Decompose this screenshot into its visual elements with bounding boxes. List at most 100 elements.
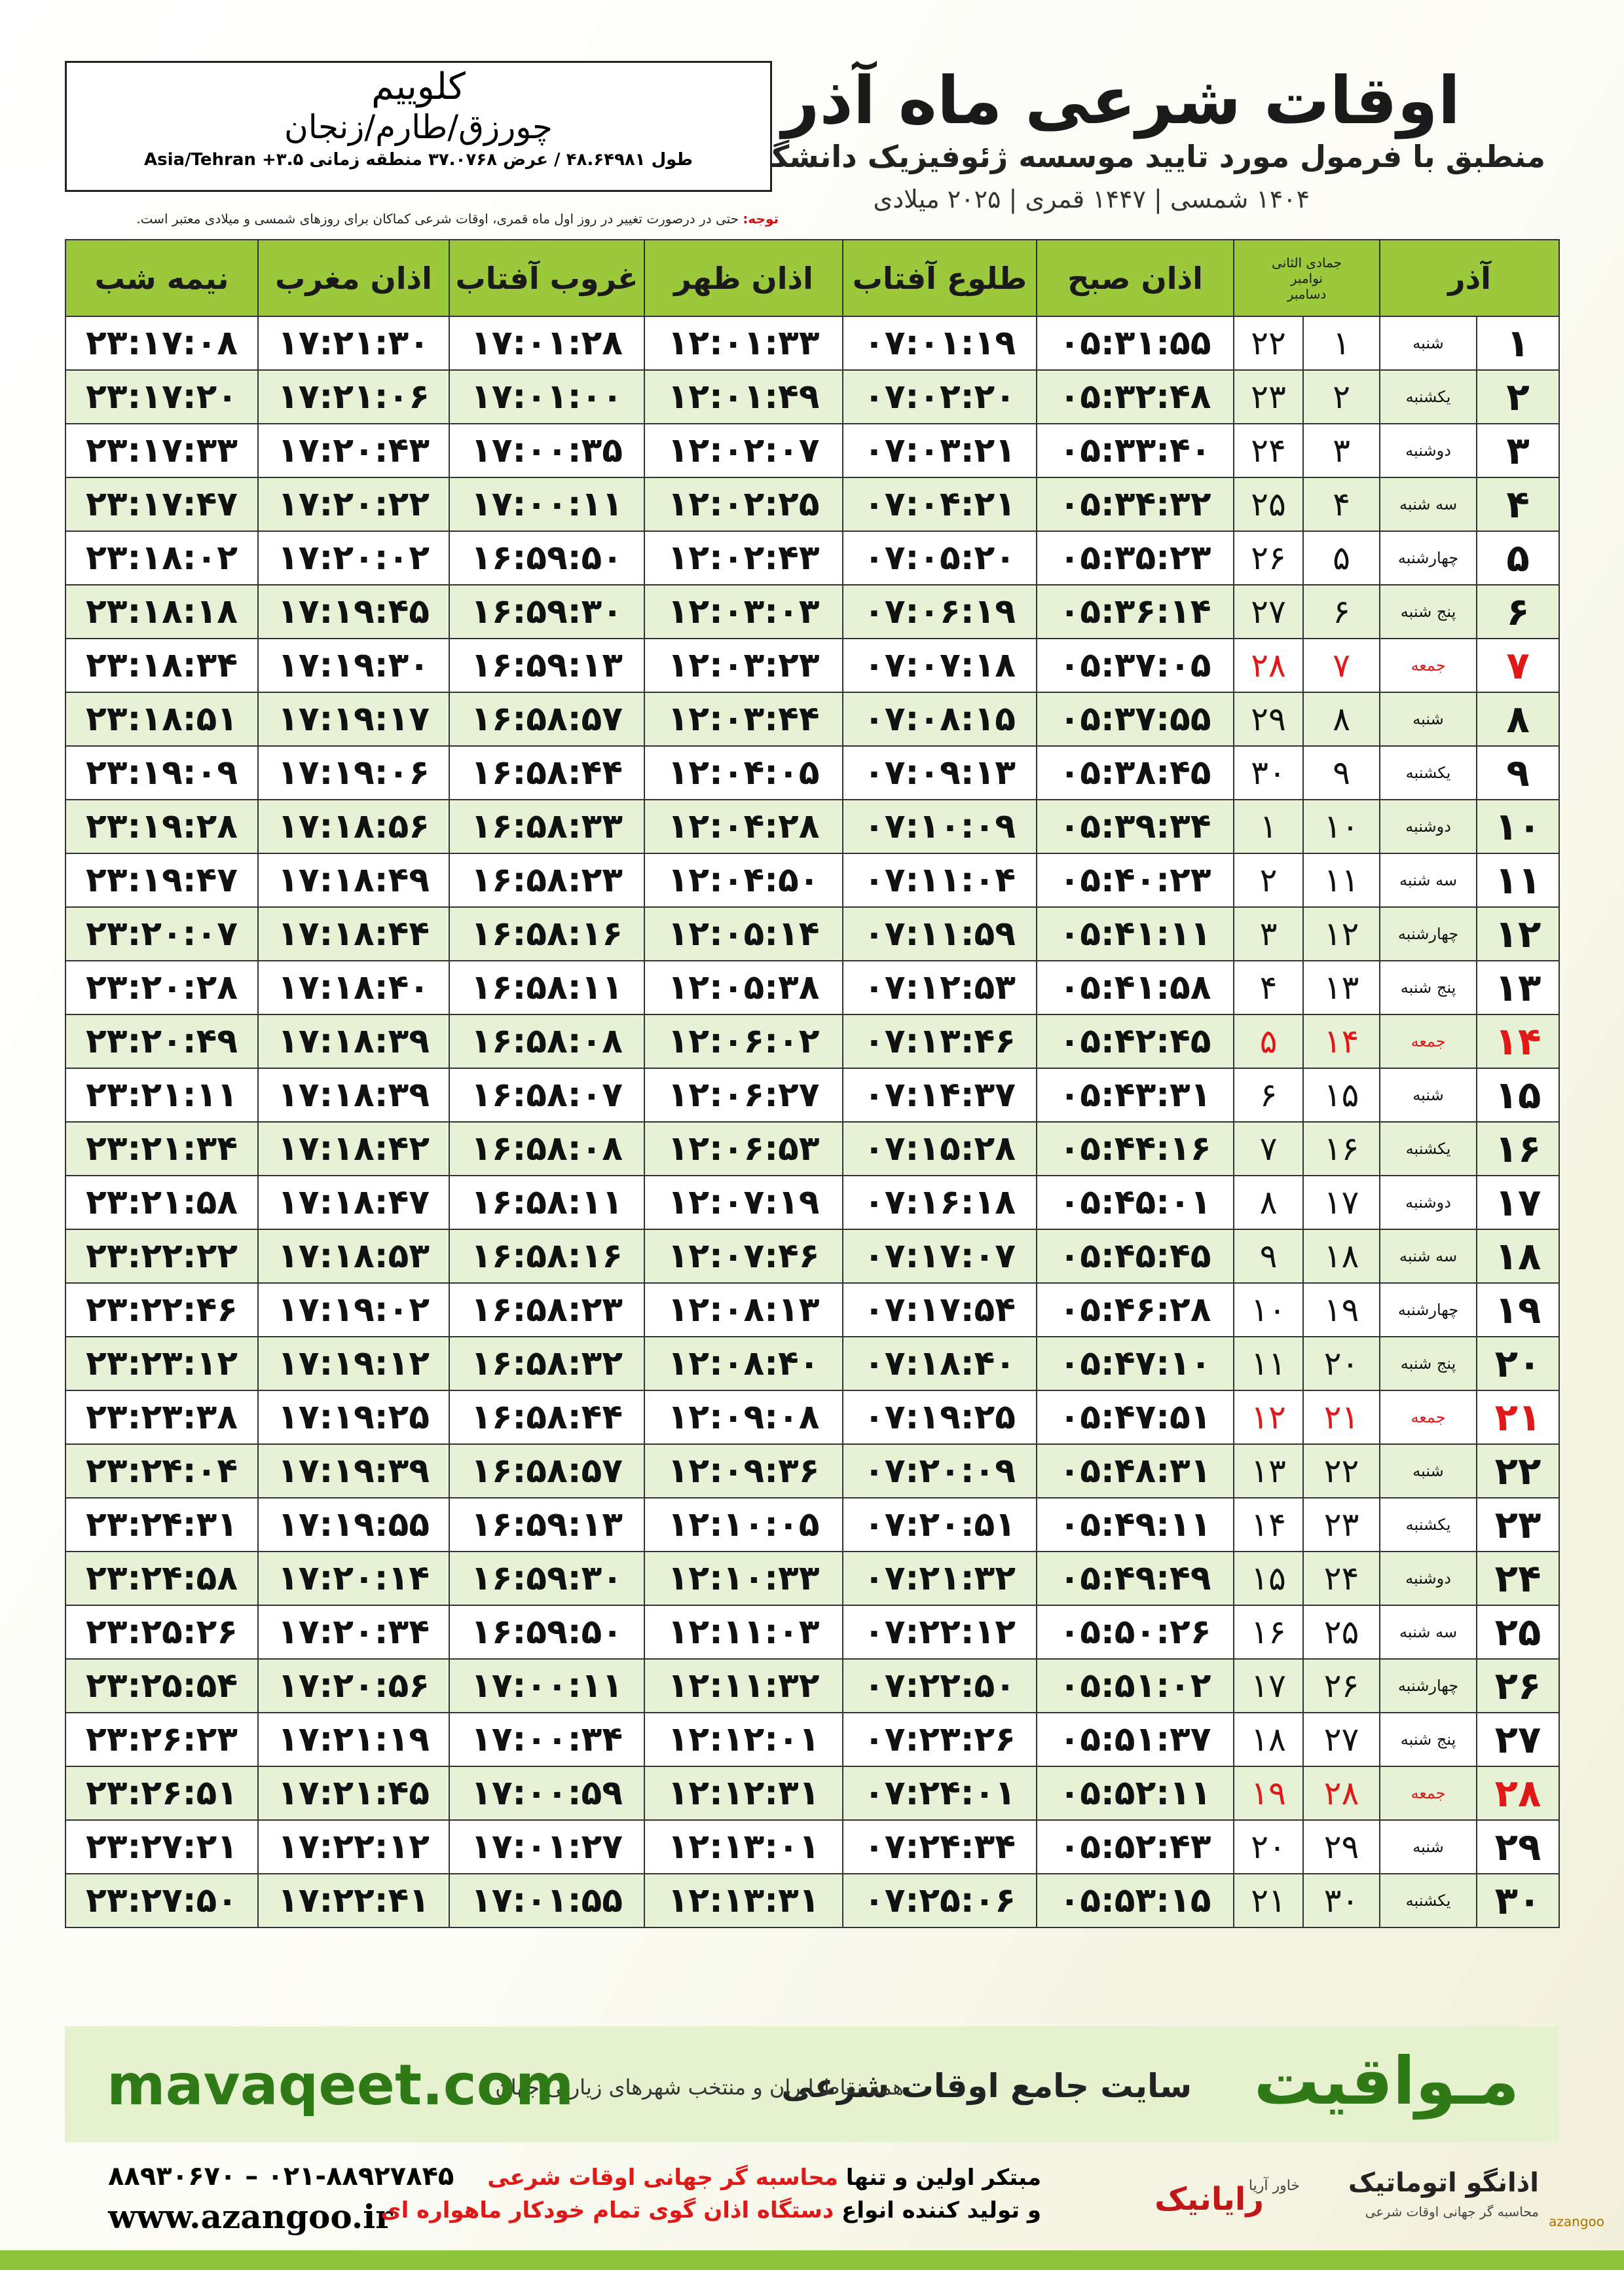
row: ۱۴ جمعه ۱۴ ۵ ۰۵:۴۲:۴۵ ۰۷:۱۳:۴۶ ۱۲:۰۶:۰۲ ۱۶:۵۸:۰… [65, 1014, 1560, 1069]
cell: ۱۷ [1232, 1658, 1304, 1713]
cell: پنج شنبه [1379, 1712, 1478, 1767]
tagline: مبتکر اولین و تنها محاسبه گر جهانی اوقات… [487, 2165, 1041, 2191]
cell: ۰۵:۴۲:۴۵ [1036, 1014, 1234, 1069]
cell: دوشنبه [1379, 1175, 1478, 1230]
row: ۱ شنبه ۱ ۲۲ ۰۵:۳۱:۵۵ ۰۷:۰۱:۱۹ ۱۲:۰۱:۳۳ ۱۷:۰۱:۲۸… [65, 316, 1560, 371]
cell: ۲۴ [1302, 1551, 1381, 1606]
cell: جمعه [1379, 1390, 1478, 1445]
cell: ۱۹ [1232, 1766, 1304, 1821]
cell: ۱۶:۵۸:۵۷ [449, 692, 645, 747]
cell: ۲۵ [1302, 1605, 1381, 1660]
cell: ۲۳ [1476, 1497, 1560, 1552]
cell: ۱۷:۲۰:۳۴ [257, 1605, 450, 1660]
cell: ۱۷:۲۱:۰۶ [257, 369, 450, 424]
cell: ۱۷:۲۰:۰۲ [257, 530, 450, 586]
cell: ۱۹ [1302, 1282, 1381, 1337]
cell: ۰۵:۴۹:۴۹ [1036, 1551, 1234, 1606]
tagline-part: محاسبه گر جهانی اوقات شرعی [487, 2165, 838, 2191]
logo-text: اذانگو اتوماتیک [1348, 2168, 1539, 2198]
cell: پنج شنبه [1379, 584, 1478, 639]
cell: ۱۶ [1232, 1605, 1304, 1660]
cell: ۲۳:۱۸:۰۲ [65, 530, 259, 586]
row: ۳۰ یکشنبه ۳۰ ۲۱ ۰۵:۵۳:۱۵ ۰۷:۲۵:۰۶ ۱۲:۱۳:۳۱ ۱۷:۰… [65, 1873, 1560, 1928]
row: ۲ یکشنبه ۲ ۲۳ ۰۵:۳۲:۴۸ ۰۷:۰۲:۲۰ ۱۲:۰۱:۴۹ ۱۷:۰۱:… [65, 369, 1560, 424]
cell: ۰۷:۱۶:۱۸ [842, 1175, 1037, 1230]
cell: ۱۲:۱۳:۳۱ [644, 1873, 843, 1928]
row: ۵ چهارشنبه ۵ ۲۶ ۰۵:۳۵:۲۳ ۰۷:۰۵:۲۰ ۱۲:۰۲:۴۳ ۱۶:۵… [65, 530, 1560, 586]
cell: چهارشنبه [1379, 1658, 1478, 1713]
cell: ۱۲:۰۱:۴۹ [644, 369, 843, 424]
cell: ۱۲:۰۴:۵۰ [644, 853, 843, 908]
cell: ۱۶:۵۸:۴۴ [449, 1390, 645, 1445]
cell: ۲۳:۱۸:۵۱ [65, 692, 259, 747]
cell: ۱۲:۱۱:۳۲ [644, 1658, 843, 1713]
time-header: اذان ظهر [644, 239, 843, 317]
cell: ۳ [1476, 423, 1560, 478]
cell: ۲۶ [1302, 1658, 1381, 1713]
cell: ۱۵ [1232, 1551, 1304, 1606]
cell: ۱۲:۰۶:۰۲ [644, 1014, 843, 1069]
header-row: آذر جمادی الثانی نوامبر دسامبر اذان صبح ط… [65, 239, 1560, 317]
cell: ۹ [1476, 745, 1560, 800]
cell: دوشنبه [1379, 1551, 1478, 1606]
cell: ۱۲:۰۳:۴۴ [644, 692, 843, 747]
cell: ۰۵:۴۷:۱۰ [1036, 1336, 1234, 1391]
cell: ۱۲:۰۷:۱۹ [644, 1175, 843, 1230]
cell: ۱۷:۲۲:۴۱ [257, 1873, 450, 1928]
cell: ۱۸ [1302, 1229, 1381, 1284]
cell: شنبه [1379, 1068, 1478, 1123]
cell: ۱۷:۲۲:۱۲ [257, 1819, 450, 1874]
cell: ۰۷:۲۳:۲۶ [842, 1712, 1037, 1767]
row: ۱۰ دوشنبه ۱۰ ۱ ۰۵:۳۹:۳۴ ۰۷:۱۰:۰۹ ۱۲:۰۴:۲۸ ۱۶:۵۸… [65, 799, 1560, 854]
cell: ۲۳:۲۲:۲۲ [65, 1229, 259, 1284]
cell: جمعه [1379, 1014, 1478, 1069]
cell: ۱۶:۵۸:۲۳ [449, 1282, 645, 1337]
cell: ۲۸ [1476, 1766, 1560, 1821]
cell: ۱۳ [1302, 960, 1381, 1015]
cell: ۱۲:۰۲:۴۳ [644, 530, 843, 586]
lunar-month: جمادی الثانی [1272, 254, 1342, 270]
cell: ۲۳:۲۶:۲۳ [65, 1712, 259, 1767]
slogan: سایت جامع اوقات شرعی [781, 2067, 1192, 2105]
cell: ۱۰ [1232, 1282, 1304, 1337]
cell: ۲۳:۲۵:۲۶ [65, 1605, 259, 1660]
cell: ۱۲:۰۳:۲۳ [644, 638, 843, 693]
title: اوقات شرعی ماه آذر [781, 62, 1460, 139]
cell: ۱۲:۰۵:۳۸ [644, 960, 843, 1015]
cell: ۲۱ [1476, 1390, 1560, 1445]
cell: ۱۰ [1302, 799, 1381, 854]
cell: ۱۲:۱۲:۰۱ [644, 1712, 843, 1767]
cell: ۲۳:۲۴:۰۴ [65, 1443, 259, 1498]
cell: یکشنبه [1379, 369, 1478, 424]
cell: ۲۶ [1232, 530, 1304, 586]
phones: ۰۲۱-۸۸۹۲۷۸۴۵ – ۸۸۹۳۰۶۷۰ [108, 2161, 454, 2191]
web[interactable]: www.azangoo.ir [108, 2197, 393, 2236]
row: ۱۲ چهارشنبه ۱۲ ۳ ۰۵:۴۱:۱۱ ۰۷:۱۱:۵۹ ۱۲:۰۵:۱۴ ۱۶:… [65, 906, 1560, 961]
row: ۸ شنبه ۸ ۲۹ ۰۵:۳۷:۵۵ ۰۷:۰۸:۱۵ ۱۲:۰۳:۴۴ ۱۶:۵۸:۵۷… [65, 692, 1560, 747]
cell: سه شنبه [1379, 1605, 1478, 1660]
location-coords: طول ۴۸.۶۴۹۸۱ / عرض ۳۷.۰۷۶۸ منطقه زمانی ۳… [144, 150, 693, 170]
cell: ۰۷:۱۴:۳۷ [842, 1068, 1037, 1123]
cell: ۰۷:۰۳:۲۱ [842, 423, 1037, 478]
cell: ۰۵:۴۷:۵۱ [1036, 1390, 1234, 1445]
cell: ۱۴ [1302, 1014, 1381, 1069]
site[interactable]: mavaqeet.com [107, 2053, 574, 2118]
cell: ۱۲:۰۹:۰۸ [644, 1390, 843, 1445]
cell: ۳۰ [1302, 1873, 1381, 1928]
cell: ۷ [1232, 1121, 1304, 1176]
cell: ۲۳:۱۹:۲۸ [65, 799, 259, 854]
cell: ۱۷ [1476, 1175, 1560, 1230]
cell: ۲۳:۲۱:۱۱ [65, 1068, 259, 1123]
cell: ۱۷:۰۱:۵۵ [449, 1873, 645, 1928]
cell: ۲۳:۱۸:۳۴ [65, 638, 259, 693]
cell: ۰۵:۴۵:۴۵ [1036, 1229, 1234, 1284]
cell: ۰۵:۵۳:۱۵ [1036, 1873, 1234, 1928]
greg-month: نوامبر [1290, 270, 1323, 286]
cell: ۱۷:۱۹:۲۵ [257, 1390, 450, 1445]
cell: ۱۲:۰۱:۳۳ [644, 316, 843, 371]
cell: ۰۵:۳۴:۳۲ [1036, 477, 1234, 532]
cell: ۱۷:۱۸:۴۰ [257, 960, 450, 1015]
row: ۱۵ شنبه ۱۵ ۶ ۰۵:۴۳:۳۱ ۰۷:۱۴:۳۷ ۱۲:۰۶:۲۷ ۱۶:۵۸:۰… [65, 1068, 1560, 1123]
cell: ۰۵:۵۲:۱۱ [1036, 1766, 1234, 1821]
